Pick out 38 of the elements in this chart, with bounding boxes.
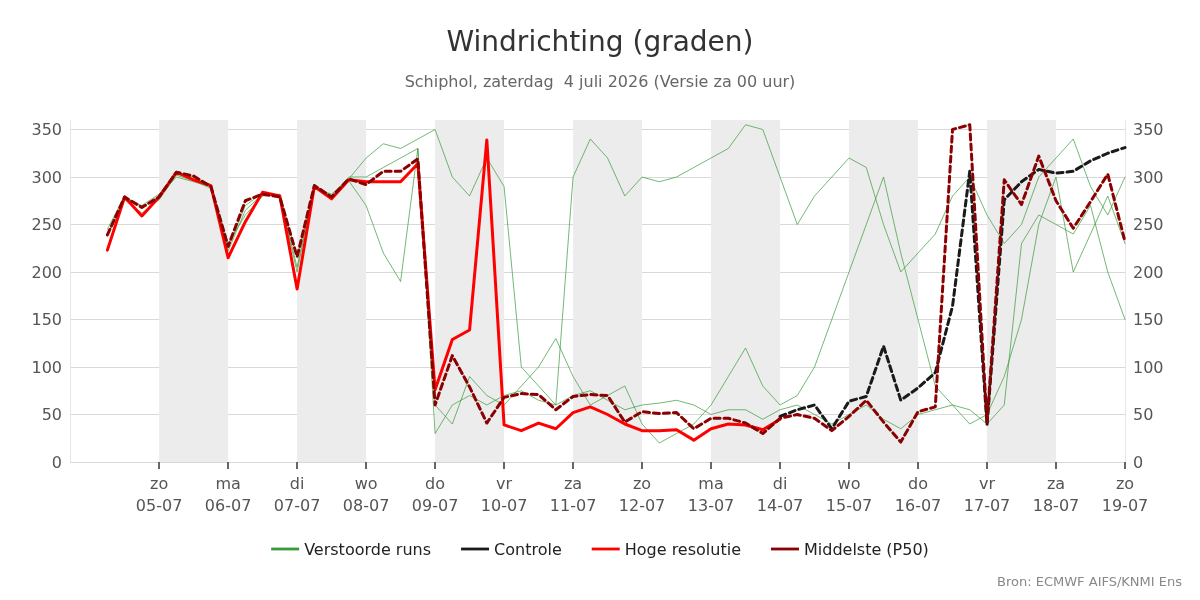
x-tick-label: vr 10-07 (480, 473, 528, 515)
x-tick-label: do 16-07 (894, 473, 942, 515)
y2-tick-label: 0 (1133, 452, 1144, 472)
legend-label: Middelste (P50) (803, 539, 929, 559)
y-tick-label: 350 (31, 120, 62, 139)
x-tick-label: do 09-07 (411, 473, 459, 515)
y2-tick-label: 50 (1133, 405, 1154, 424)
legend-label: Hoge resolutie (624, 539, 741, 559)
y2-tick-label: 150 (1133, 310, 1164, 329)
x-tick-label: za 18-07 (1032, 473, 1080, 515)
x-tick-label: ma 13-07 (687, 473, 735, 515)
chart-title: Windrichting (graden) (446, 24, 754, 58)
y-tick-label: 250 (31, 215, 62, 234)
x-tick-label: ma 06-07 (204, 473, 252, 515)
x-tick-label: zo 05-07 (135, 473, 183, 515)
y-tick-label: 150 (31, 310, 62, 329)
x-tick-label: wo 15-07 (825, 473, 873, 515)
y-tick-label: 300 (31, 167, 62, 187)
y2-tick-label: 350 (1133, 120, 1164, 139)
legend-label: Verstoorde runs (304, 539, 432, 559)
y-tick-label: 100 (31, 357, 62, 377)
x-tick-label: di 14-07 (756, 473, 804, 515)
y2-tick-label: 100 (1133, 357, 1164, 377)
x-tick-label: di 07-07 (273, 473, 321, 515)
y-tick-label: 50 (41, 405, 62, 424)
x-tick-label: za 11-07 (549, 473, 597, 515)
chart-subtitle: Schiphol, zaterdag 4 juli 2026 (Versie za 00 uur) (404, 71, 796, 91)
legend-label: Controle (494, 539, 562, 559)
y-tick-label: 200 (31, 262, 62, 282)
y2-tick-label: 300 (1133, 167, 1164, 187)
x-tick-label: zo 12-07 (618, 473, 666, 515)
y2-tick-label: 200 (1133, 262, 1164, 282)
x-tick-label: zo 19-07 (1101, 473, 1149, 515)
x-tick-label: wo 08-07 (342, 473, 390, 515)
x-tick-label: vr 17-07 (963, 473, 1011, 515)
y-tick-label: 0 (51, 452, 62, 472)
text: Bron: ECMWF AIFS/KNMI Ens (997, 574, 1183, 589)
y2-tick-label: 250 (1133, 215, 1164, 234)
